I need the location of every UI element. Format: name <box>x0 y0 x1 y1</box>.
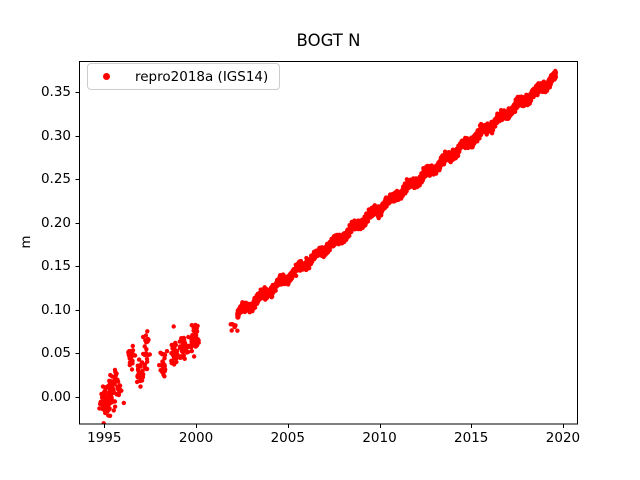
y-tick-label: 0.30 <box>40 127 71 144</box>
x-tick-label: 2005 <box>270 430 305 446</box>
scatter-series-points <box>97 68 559 424</box>
x-tick-label: 1995 <box>87 430 122 446</box>
y-axis-label: m <box>18 235 34 249</box>
x-tick-label: 2010 <box>362 430 397 446</box>
legend: repro2018a (IGS14) <box>87 63 280 90</box>
y-tick-label: 0.20 <box>40 214 71 231</box>
y-tick-label: 0.00 <box>40 388 71 405</box>
legend-marker-dot <box>103 73 110 80</box>
y-tick-label: 0.10 <box>40 301 71 318</box>
tick-marks <box>75 92 564 428</box>
y-tick-label: 0.05 <box>40 345 71 362</box>
x-tick-label: 2020 <box>545 430 581 446</box>
y-tick-label: 0.15 <box>40 258 71 275</box>
legend-label: repro2018a (IGS14) <box>135 68 269 85</box>
chart-title: BOGT N <box>296 31 361 50</box>
x-tick-label: 2000 <box>178 430 214 446</box>
x-tick-label: 2015 <box>454 430 489 446</box>
y-tick-label: 0.35 <box>40 84 71 101</box>
y-tick-label: 0.25 <box>40 171 71 188</box>
axes-frame <box>79 61 578 425</box>
